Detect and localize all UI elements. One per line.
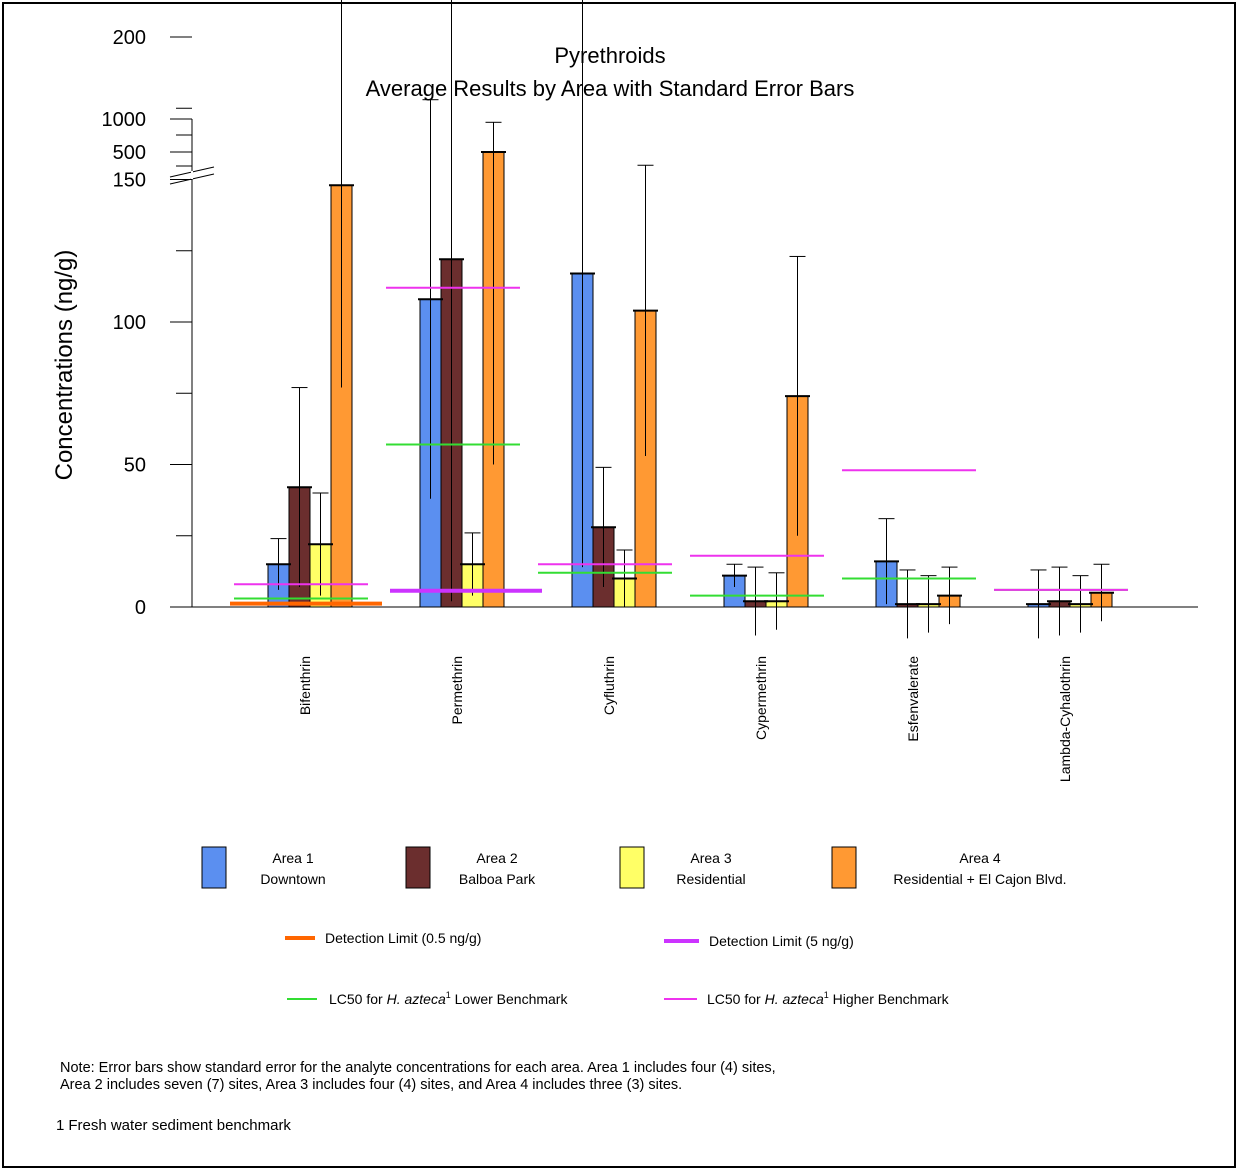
category-labels: Bifenthrin Permethrin Cyfluthrin Cypermethr… [297, 656, 1073, 782]
legend-swatch [619, 846, 645, 889]
y-tick-label: 100 [113, 312, 146, 334]
legend-sublabel: Residential + El Cajon Blvd. [893, 871, 1066, 887]
bars [267, 151, 1113, 608]
note-line-2: Area 2 includes seven (7) sites, Area 3 … [60, 1077, 683, 1093]
category-label: Permethrin [449, 656, 465, 724]
category-label: Esfenvalerate [905, 656, 921, 742]
legend-swatch [831, 846, 857, 889]
error-bars [266, 0, 1114, 639]
axes: 0501001502002503005001000 [102, 27, 1198, 619]
y-tick-label: 500 [113, 142, 146, 164]
legend-line-label: Detection Limit (0.5 ng/g) [325, 930, 481, 946]
chart-title: Pyrethroids [554, 43, 665, 68]
chart-subtitle: Average Results by Area with Standard Er… [366, 76, 855, 101]
y-tick-label: 200 [113, 27, 146, 49]
legend-label: Area 1 [272, 850, 313, 866]
y-tick-label: 1000 [102, 109, 147, 131]
legend: Area 1 Downtown Area 2 Balboa Park Area 3 Res… [201, 846, 1067, 1007]
legend-label: Area 3 [690, 850, 731, 866]
reference-lines-over [230, 286, 1128, 606]
footnote-text: Fresh water sediment benchmark [68, 1117, 291, 1134]
legend-label: Area 2 [476, 850, 517, 866]
legend-swatch [405, 846, 431, 889]
legend-line-label: LC50 for H. azteca1 Higher Benchmark [707, 990, 950, 1007]
legend-line-label: LC50 for H. azteca1 Lower Benchmark [329, 990, 568, 1007]
y-tick-label: 150 [113, 170, 146, 192]
legend-swatch [201, 846, 227, 889]
y-tick-label: 0 [135, 597, 146, 619]
category-label: Bifenthrin [297, 656, 313, 715]
category-label: Cypermethrin [753, 656, 769, 740]
axis-break-gap [191, 171, 193, 179]
legend-sublabel: Balboa Park [459, 871, 536, 887]
category-label: Cyfluthrin [601, 656, 617, 715]
legend-line-label: Detection Limit (5 ng/g) [709, 933, 854, 949]
legend-sublabel: Downtown [260, 871, 325, 887]
legend-label: Area 4 [959, 850, 1000, 866]
y-tick-label: 50 [124, 455, 146, 477]
y-axis-label: Concentrations (ng/g) [51, 250, 78, 481]
footnote-marker: 1 [56, 1117, 65, 1134]
footnote: 1 Fresh water sediment benchmark [56, 1117, 291, 1134]
category-label: Lambda-Cyhalothrin [1057, 656, 1073, 782]
note-line-1: Note: Error bars show standard error for… [60, 1060, 776, 1076]
legend-sublabel: Residential [676, 871, 745, 887]
